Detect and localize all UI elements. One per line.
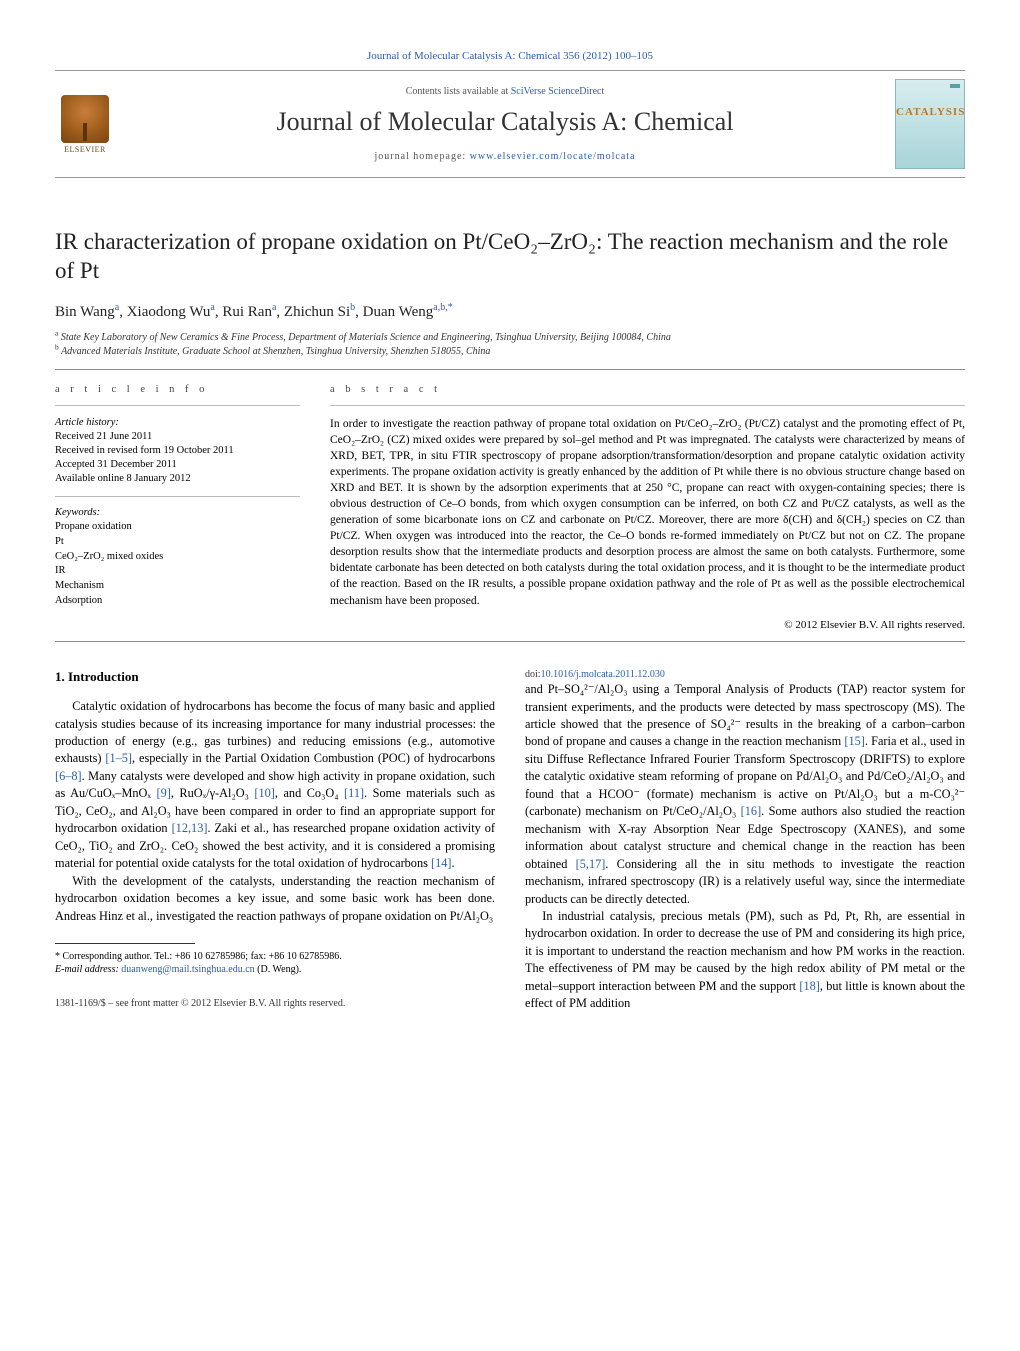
- article-info-column: a r t i c l e i n f o Article history: R…: [55, 384, 300, 631]
- homepage-prefix: journal homepage:: [374, 151, 469, 162]
- abstract-label: a b s t r a c t: [330, 384, 965, 395]
- affiliation-a: a State Key Laboratory of New Ceramics &…: [55, 331, 965, 345]
- abstract-divider: [330, 405, 965, 406]
- abstract-text: In order to investigate the reaction pat…: [330, 416, 965, 609]
- citation-link[interactable]: [5,17]: [576, 857, 606, 871]
- corr-email-link[interactable]: duanweng@mail.tsinghua.edu.cn: [121, 964, 254, 975]
- citation-link[interactable]: [18]: [799, 979, 820, 993]
- citation-link[interactable]: [16]: [741, 804, 762, 818]
- cover-word: CATALYSIS: [896, 106, 964, 118]
- keyword: IR: [55, 564, 300, 579]
- journal-cover-thumbnail: CATALYSIS: [895, 79, 965, 169]
- citation-link[interactable]: [9]: [156, 786, 170, 800]
- history-head: Article history:: [55, 416, 300, 430]
- doi-label: doi:: [525, 669, 541, 680]
- header-center: Contents lists available at SciVerse Sci…: [115, 86, 895, 162]
- footnote-rule: [55, 943, 195, 944]
- keyword: Mechanism: [55, 579, 300, 594]
- corr-email-line: E-mail address: duanweng@mail.tsinghua.e…: [55, 963, 495, 977]
- citation-link[interactable]: [6–8]: [55, 769, 82, 783]
- front-matter-line: 1381-1169/$ – see front matter © 2012 El…: [55, 997, 495, 1011]
- citation-link[interactable]: [10]: [254, 786, 275, 800]
- abstract-copyright: © 2012 Elsevier B.V. All rights reserved…: [330, 619, 965, 631]
- citation-link[interactable]: [12,13]: [172, 821, 208, 835]
- body-paragraph: and Pt–SO₄²⁻/Al₂O₃ using a Temporal Anal…: [525, 681, 965, 908]
- divider-top: [55, 369, 965, 370]
- journal-header-box: ELSEVIER Contents lists available at Sci…: [55, 70, 965, 178]
- corresponding-author-footnote: * Corresponding author. Tel.: +86 10 627…: [55, 950, 495, 977]
- homepage-link[interactable]: www.elsevier.com/locate/molcata: [470, 151, 636, 162]
- info-divider-1: [55, 405, 300, 406]
- contents-line: Contents lists available at SciVerse Sci…: [125, 86, 885, 97]
- author-list: Bin Wanga, Xiaodong Wua, Rui Rana, Zhich…: [55, 304, 965, 321]
- affiliations: a State Key Laboratory of New Ceramics &…: [55, 331, 965, 359]
- sciencedirect-link[interactable]: SciVerse ScienceDirect: [511, 86, 605, 97]
- corr-email-who: (D. Weng).: [257, 964, 301, 975]
- doi-link[interactable]: 10.1016/j.molcata.2011.12.030: [541, 669, 665, 680]
- keyword: CeO₂–ZrO₂ mixed oxides: [55, 550, 300, 565]
- abstract-column: a b s t r a c t In order to investigate …: [330, 384, 965, 631]
- keyword: Pt: [55, 535, 300, 550]
- journal-reference-link[interactable]: Journal of Molecular Catalysis A: Chemic…: [367, 50, 653, 62]
- corr-author-line: * Corresponding author. Tel.: +86 10 627…: [55, 950, 495, 964]
- history-revised: Received in revised form 19 October 2011: [55, 444, 300, 458]
- keywords-block: Keywords: Propane oxidation Pt CeO₂–ZrO₂…: [55, 507, 300, 608]
- body-paragraph: In industrial catalysis, precious metals…: [525, 908, 965, 1013]
- body-paragraph: With the development of the catalysts, u…: [55, 873, 495, 925]
- doi-line: doi:10.1016/j.molcata.2011.12.030: [525, 668, 965, 682]
- publisher-logo-label: ELSEVIER: [55, 145, 115, 154]
- article-info-label: a r t i c l e i n f o: [55, 384, 300, 395]
- divider-bottom: [55, 641, 965, 642]
- citation-link[interactable]: [15]: [844, 734, 865, 748]
- homepage-line: journal homepage: www.elsevier.com/locat…: [125, 151, 885, 162]
- citation-link[interactable]: [14]: [431, 856, 452, 870]
- article-title: IR characterization of propane oxidation…: [55, 228, 965, 286]
- journal-title: Journal of Molecular Catalysis A: Chemic…: [125, 107, 885, 137]
- journal-reference-line: Journal of Molecular Catalysis A: Chemic…: [55, 50, 965, 62]
- contents-line-prefix: Contents lists available at: [406, 86, 511, 97]
- body-paragraph: Catalytic oxidation of hydrocarbons has …: [55, 698, 495, 873]
- history-received: Received 21 June 2011: [55, 430, 300, 444]
- history-online: Available online 8 January 2012: [55, 472, 300, 486]
- info-divider-2: [55, 496, 300, 497]
- section-heading-intro: 1. Introduction: [55, 668, 495, 686]
- elsevier-tree-icon: [61, 95, 109, 143]
- publisher-logo: ELSEVIER: [55, 95, 115, 154]
- body-two-column: 1. Introduction Catalytic oxidation of h…: [55, 668, 965, 1013]
- meta-abstract-row: a r t i c l e i n f o Article history: R…: [55, 384, 965, 631]
- affiliation-b: b Advanced Materials Institute, Graduate…: [55, 345, 965, 359]
- citation-link[interactable]: [11]: [344, 786, 364, 800]
- article-history: Article history: Received 21 June 2011 R…: [55, 416, 300, 487]
- keywords-head: Keywords:: [55, 507, 300, 518]
- keyword: Propane oxidation: [55, 520, 300, 535]
- email-label: E-mail address:: [55, 964, 119, 975]
- citation-link[interactable]: [1–5]: [105, 751, 132, 765]
- history-accepted: Accepted 31 December 2011: [55, 458, 300, 472]
- keyword: Adsorption: [55, 594, 300, 609]
- cover-bar-icon: [950, 84, 960, 88]
